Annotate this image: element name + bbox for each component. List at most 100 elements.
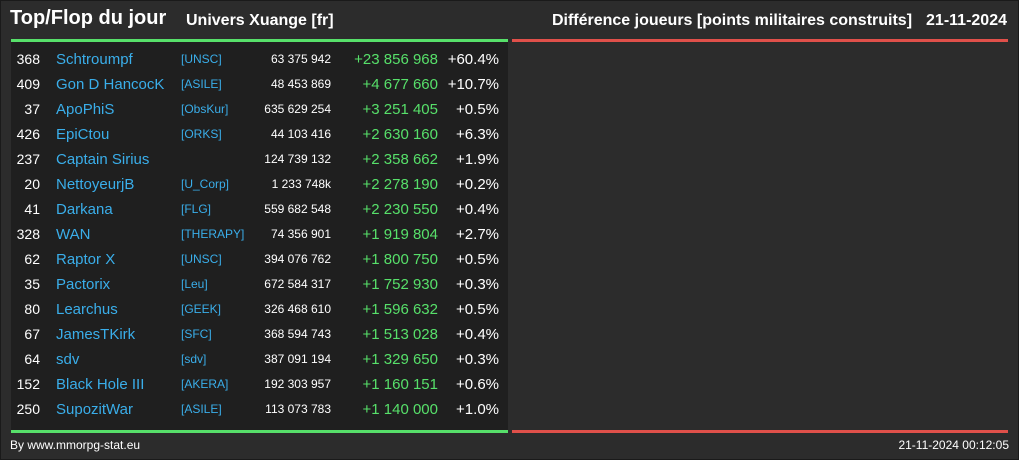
player-name-link[interactable]: EpiCtou	[56, 126, 110, 143]
player-name-link[interactable]: Black Hole III	[56, 376, 145, 393]
player-points: 113 073 783	[265, 402, 331, 416]
top-panel-bar	[11, 39, 508, 42]
alliance-tag-link[interactable]: [FLG]	[181, 202, 212, 216]
points-difference: +3 251 405	[362, 101, 439, 118]
points-difference: +1 160 151	[362, 376, 439, 393]
top-panel-bottom-bar	[11, 430, 508, 433]
player-rank: 64	[24, 351, 40, 367]
list-item: 409 Gon D HancocK [ASILE] 48 453 869 +4 677 …	[11, 72, 508, 97]
player-name-link[interactable]: Schtroumpf	[56, 51, 133, 68]
percent-change: +0.3%	[456, 351, 499, 368]
alliance-tag-link[interactable]: [UNSC]	[181, 252, 222, 266]
player-name-link[interactable]: Gon D HancocK	[56, 76, 165, 93]
player-rank: 80	[24, 301, 40, 317]
player-name-link[interactable]: NettoyeurjB	[56, 176, 135, 193]
player-rank: 152	[16, 376, 40, 392]
alliance-tag-link[interactable]: [SFC]	[181, 327, 212, 341]
player-name-link[interactable]: Captain Sirius	[56, 151, 150, 168]
alliance-tag-link[interactable]: [ObsKur]	[181, 102, 229, 116]
player-points: 559 682 548	[264, 202, 331, 216]
player-points: 672 584 317	[264, 277, 331, 291]
player-points: 74 356 901	[270, 227, 331, 241]
top-panel	[11, 42, 508, 430]
alliance-tag-link[interactable]: [ASILE]	[181, 77, 222, 91]
flop-panel	[512, 42, 1008, 430]
points-difference: +2 358 662	[362, 151, 439, 168]
player-rank: 41	[24, 201, 40, 217]
list-item: 368 Schtroumpf [UNSC] 63 375 942 +23 856 968…	[11, 47, 508, 72]
alliance-tag-link[interactable]: [GEEK]	[181, 302, 222, 316]
points-difference: +1 329 650	[362, 351, 439, 368]
list-item: 152 Black Hole III [AKERA] 192 303 957 +1 16…	[11, 372, 508, 397]
footer-timestamp: 21-11-2024 00:12:05	[898, 438, 1009, 452]
list-item: 426 EpiCtou [ORKS] 44 103 416 +2 630 160 +6.3…	[11, 122, 508, 147]
page-title: Top/Flop du jour	[10, 7, 167, 29]
list-item: 67 JamesTKirk [SFC] 368 594 743 +1 513 028 +0…	[11, 322, 508, 347]
percent-change: +1.9%	[456, 151, 499, 168]
player-name-link[interactable]: Raptor X	[56, 251, 116, 268]
percent-change: +0.6%	[456, 376, 499, 393]
player-points: 326 468 610	[264, 302, 331, 316]
player-points: 192 303 957	[264, 377, 331, 391]
player-points: 44 103 416	[270, 127, 331, 141]
player-rank: 328	[16, 226, 40, 242]
universe-label: Univers Xuange [fr]	[186, 12, 334, 29]
player-points: 368 594 743	[264, 327, 331, 341]
alliance-tag-link[interactable]: [ASILE]	[181, 402, 222, 416]
player-points: 63 375 942	[270, 52, 331, 66]
points-difference: +23 856 968	[354, 51, 438, 68]
percent-change: +1.0%	[456, 401, 499, 418]
player-name-link[interactable]: SupozitWar	[56, 401, 133, 418]
player-rank: 426	[16, 126, 40, 142]
footer-source: By www.mmorpg-stat.eu	[10, 438, 141, 452]
percent-change: +0.2%	[456, 176, 499, 193]
list-item: 62 Raptor X [UNSC] 394 076 762 +1 800 750 +0.…	[11, 247, 508, 272]
player-points: 1 233 748k	[271, 177, 331, 191]
player-rank: 250	[16, 401, 40, 417]
player-points: 48 453 869	[270, 77, 331, 91]
alliance-tag-link[interactable]: [U_Corp]	[181, 177, 230, 191]
header-date: 21-11-2024	[926, 12, 1007, 29]
alliance-tag-link[interactable]: [THERAPY]	[181, 227, 245, 241]
percent-change: +6.3%	[456, 126, 499, 143]
player-name-link[interactable]: Learchus	[56, 301, 118, 318]
alliance-tag-link[interactable]: [sdv]	[181, 352, 207, 366]
player-points: 387 091 194	[264, 352, 331, 366]
player-name-link[interactable]: ApoPhiS	[56, 101, 115, 118]
alliance-tag-link[interactable]: [Leu]	[181, 277, 208, 291]
player-name-link[interactable]: JamesTKirk	[56, 326, 136, 343]
points-difference: +1 513 028	[362, 326, 439, 343]
percent-change: +0.4%	[456, 201, 499, 218]
player-rank: 35	[24, 276, 40, 292]
player-rank: 237	[16, 151, 40, 167]
player-rank: 67	[24, 326, 40, 342]
player-name-link[interactable]: Darkana	[56, 201, 113, 218]
player-name-link[interactable]: sdv	[56, 351, 80, 368]
flop-panel-bar	[512, 39, 1008, 42]
player-points: 124 739 132	[264, 152, 331, 166]
percent-change: +2.7%	[456, 226, 499, 243]
list-item: 328 WAN [THERAPY] 74 356 901 +1 919 804 +2.7%	[11, 222, 508, 247]
flop-panel-bottom-bar	[512, 430, 1008, 433]
alliance-tag-link[interactable]: [ORKS]	[181, 127, 222, 141]
points-difference: +2 278 190	[362, 176, 439, 193]
top-list: 368 Schtroumpf [UNSC] 63 375 942 +23 856 968…	[11, 47, 508, 422]
player-name-link[interactable]: WAN	[56, 226, 91, 243]
list-item: 250 SupozitWar [ASILE] 113 073 783 +1 140 00…	[11, 397, 508, 422]
percent-change: +10.7%	[447, 76, 499, 93]
player-points: 394 076 762	[264, 252, 331, 266]
player-rank: 62	[24, 251, 40, 267]
alliance-tag-link[interactable]: [AKERA]	[181, 377, 229, 391]
percent-change: +0.4%	[456, 326, 499, 343]
percent-change: +0.5%	[456, 101, 499, 118]
alliance-tag-link[interactable]: [UNSC]	[181, 52, 222, 66]
list-item: 20 NettoyeurjB [U_Corp] 1 233 748k +2 278 19…	[11, 172, 508, 197]
percent-change: +60.4%	[447, 51, 499, 68]
player-name-link[interactable]: Pactorix	[56, 276, 111, 293]
points-difference: +2 230 550	[362, 201, 439, 218]
percent-change: +0.3%	[456, 276, 499, 293]
chart-subtitle: Différence joueurs [points militaires co…	[551, 12, 913, 29]
list-item: 41 Darkana [FLG] 559 682 548 +2 230 550 +0.4%	[11, 197, 508, 222]
points-difference: +1 919 804	[362, 226, 439, 243]
percent-change: +0.5%	[456, 251, 499, 268]
